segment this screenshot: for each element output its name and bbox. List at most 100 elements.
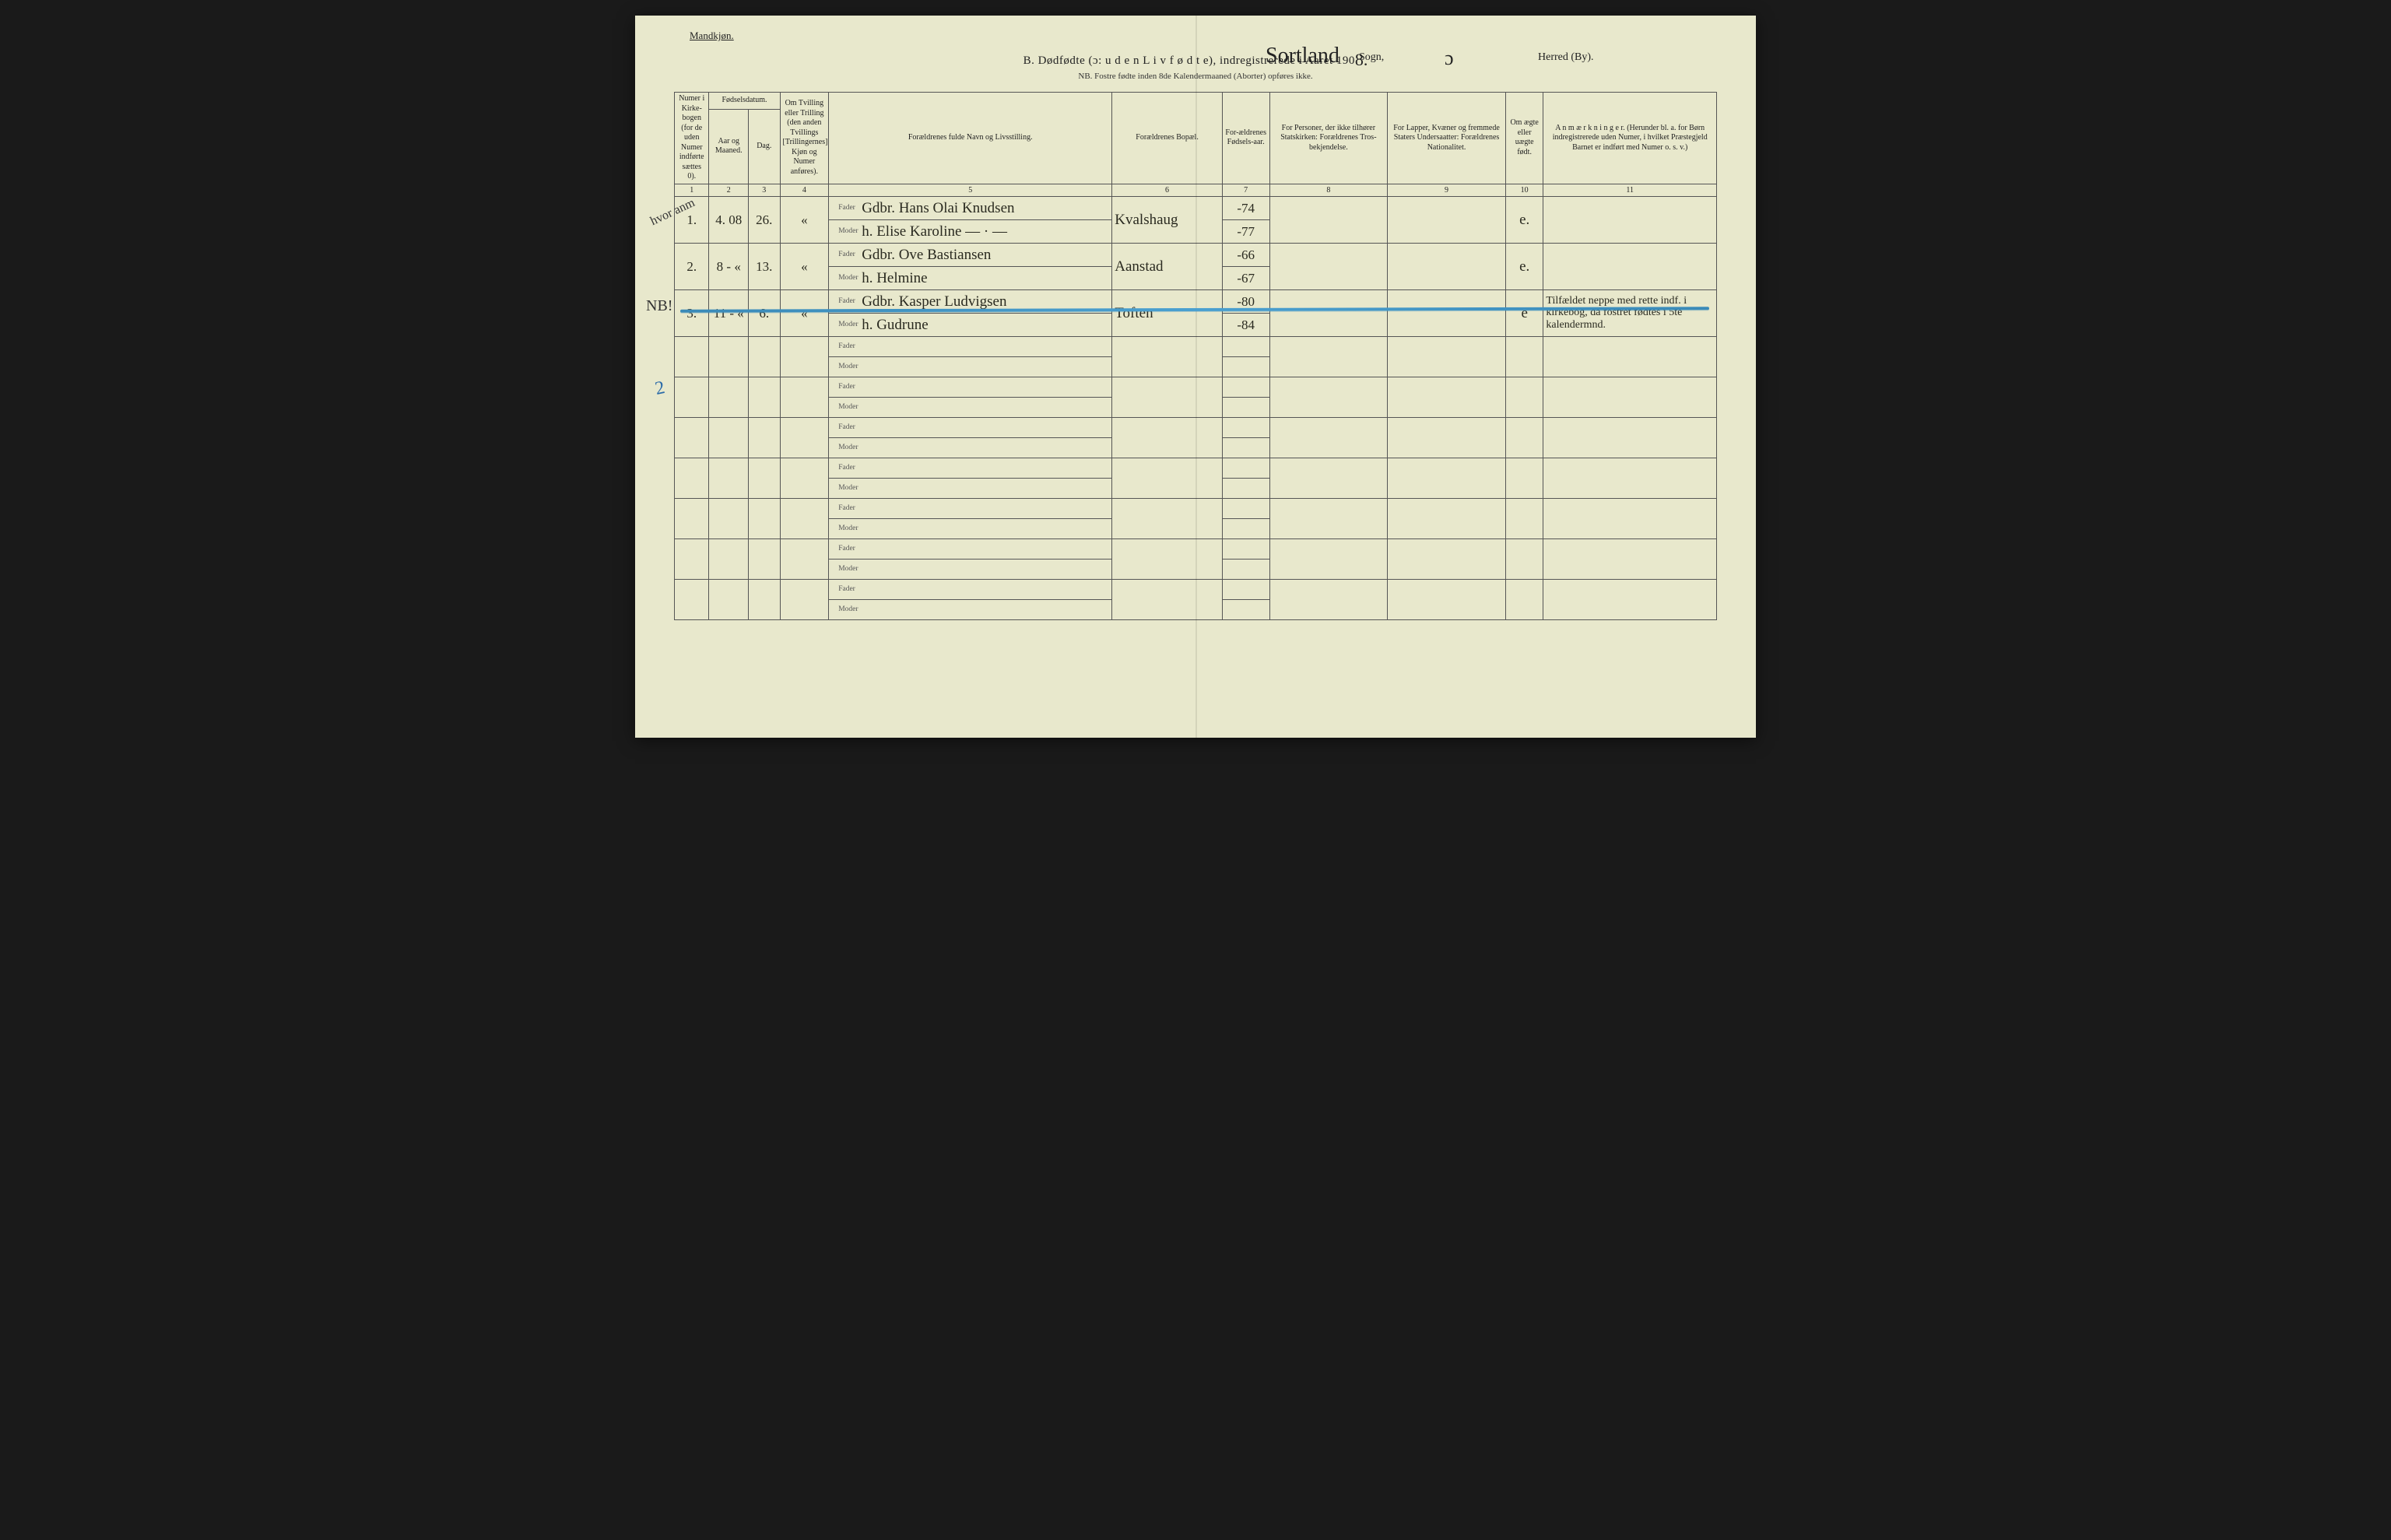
cell: Fader (829, 336, 1112, 356)
cell (1269, 336, 1388, 377)
cell (675, 579, 709, 619)
herred-label: Herred (By). (1538, 51, 1594, 64)
cell (1505, 377, 1543, 417)
cell (749, 377, 780, 417)
cell: Moderh. Helmine (829, 266, 1112, 289)
cell: Tilfældet neppe med rette indf. i kirkeb… (1543, 289, 1717, 336)
col-header-birthyear: For-ældrenes Fødsels-aar. (1222, 93, 1269, 184)
cell (1388, 336, 1506, 377)
register-table: Numer i Kirke-bogen (for de uden Numer i… (674, 92, 1717, 620)
cell (1222, 377, 1269, 397)
cell (1543, 458, 1717, 498)
cell (749, 498, 780, 538)
cell: 8 - « (709, 243, 749, 289)
colnum: 2 (709, 184, 749, 196)
cell (1222, 458, 1269, 478)
cell (1388, 498, 1506, 538)
cell: Toften (1112, 289, 1223, 336)
cell (1222, 397, 1269, 417)
cell (780, 377, 829, 417)
cell (1543, 498, 1717, 538)
cell (709, 498, 749, 538)
cell (749, 458, 780, 498)
cell: e. (1505, 243, 1543, 289)
table-row: Fader (675, 417, 1717, 437)
colnum: 8 (1269, 184, 1388, 196)
cell (1505, 458, 1543, 498)
table-row: 2. 8 - « 13. « FaderGdbr. Ove Bastiansen… (675, 243, 1717, 266)
cell (709, 538, 749, 579)
cell (780, 498, 829, 538)
cell: 4. 08 (709, 196, 749, 243)
cell (1269, 377, 1388, 417)
cell (1388, 289, 1506, 336)
cell (1388, 377, 1506, 417)
cell: Fader (829, 458, 1112, 478)
cell: 13. (749, 243, 780, 289)
cell (780, 458, 829, 498)
cell: -74 (1222, 196, 1269, 219)
cell: Fader (829, 538, 1112, 559)
cell: « (780, 289, 829, 336)
corner-gender-label: Mandkjøn. (690, 30, 1717, 42)
cell: -77 (1222, 219, 1269, 243)
cell: e. (1505, 196, 1543, 243)
cell (1222, 599, 1269, 619)
cell (1222, 498, 1269, 518)
cell (1388, 196, 1506, 243)
table-row: Fader (675, 377, 1717, 397)
cell: Moder (829, 437, 1112, 458)
table-row: Fader (675, 458, 1717, 478)
cell: Moder (829, 478, 1112, 498)
cell (1388, 579, 1506, 619)
cell (709, 458, 749, 498)
cell (709, 336, 749, 377)
cell: 11 - « (709, 289, 749, 336)
cell (1505, 498, 1543, 538)
cell: FaderGdbr. Hans Olai Knudsen (829, 196, 1112, 219)
col-header-faith: For Personer, der ikke tilhører Statskir… (1269, 93, 1388, 184)
colnum: 10 (1505, 184, 1543, 196)
cell: Fader (829, 579, 1112, 599)
cell (1543, 579, 1717, 619)
cell (1543, 336, 1717, 377)
col-header-remarks: A n m æ r k n i n g e r. (Herunder bl. a… (1543, 93, 1717, 184)
cell (1269, 498, 1388, 538)
cell (1543, 196, 1717, 243)
cell: « (780, 243, 829, 289)
cell (1112, 377, 1223, 417)
herred-handwritten: ɔ (1445, 47, 1454, 70)
col-header-residence: Forældrenes Bopæl. (1112, 93, 1223, 184)
cell (1112, 336, 1223, 377)
colnum: 3 (749, 184, 780, 196)
cell: Moder (829, 356, 1112, 377)
cell: Fader (829, 498, 1112, 518)
cell (675, 458, 709, 498)
cell (1269, 196, 1388, 243)
cell (1222, 579, 1269, 599)
nb-note: NB. Fostre fødte inden 8de Kalendermaane… (674, 72, 1717, 81)
cell (1543, 243, 1717, 289)
cell (780, 417, 829, 458)
cell: Moderh. Elise Karoline — · — (829, 219, 1112, 243)
cell (1222, 559, 1269, 579)
cell (1269, 417, 1388, 458)
cell (749, 417, 780, 458)
cell: -67 (1222, 266, 1269, 289)
colnum: 5 (829, 184, 1112, 196)
colnum: 4 (780, 184, 829, 196)
cell: Moder (829, 599, 1112, 619)
cell (1222, 538, 1269, 559)
colnum: 11 (1543, 184, 1717, 196)
col-header-parents: Forældrenes fulde Navn og Livsstilling. (829, 93, 1112, 184)
cell (1543, 417, 1717, 458)
cell (1222, 356, 1269, 377)
cell (675, 417, 709, 458)
margin-note-nb: NB! (646, 297, 672, 315)
cell (675, 538, 709, 579)
cell: e (1505, 289, 1543, 336)
colnum: 7 (1222, 184, 1269, 196)
cell (1269, 243, 1388, 289)
cell (1388, 538, 1506, 579)
cell (709, 417, 749, 458)
